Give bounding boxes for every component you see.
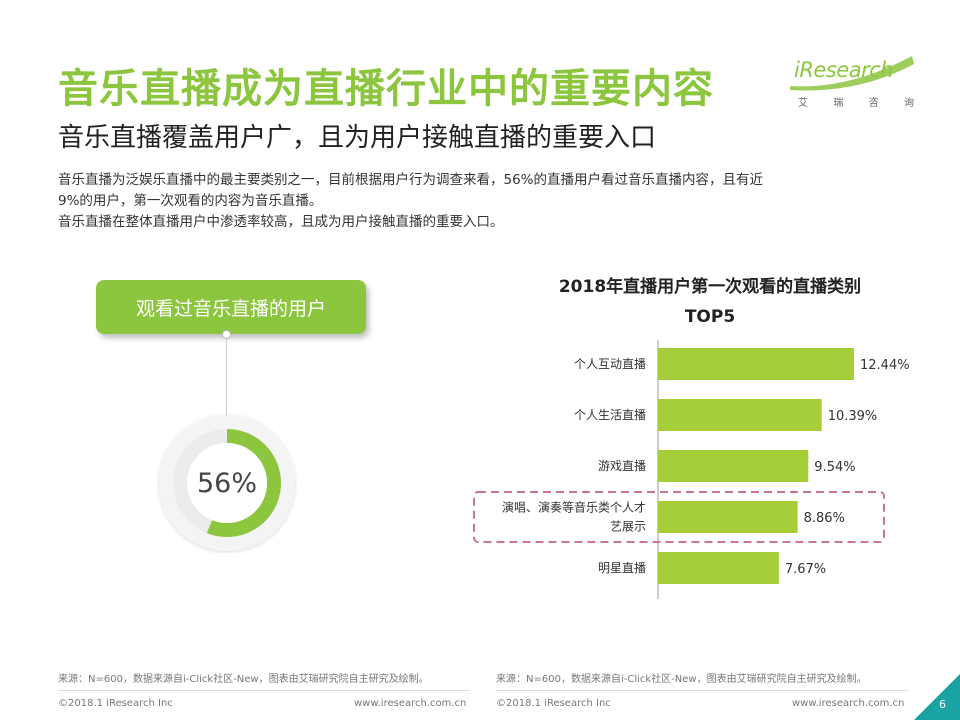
category-label: 个人互动直播 — [574, 357, 646, 371]
footer-divider — [496, 690, 908, 691]
logo-chinese: 艾 瑞 咨 询 — [798, 94, 914, 109]
chart-title: 2018年直播用户第一次观看的直播类别 TOP5 — [520, 272, 900, 332]
donut-arc — [173, 429, 281, 537]
donut-inner — [187, 443, 267, 523]
url-left: www.iresearch.com.cn — [354, 698, 467, 709]
bar-value-label: 8.86% — [804, 511, 845, 526]
footer-divider — [58, 690, 470, 691]
logo-char: 询 — [903, 98, 914, 109]
donut-percent-label: 56% — [196, 467, 257, 499]
description-line: 音乐直播在整体直播用户中渗透率较高，且成为用户接触直播的重要入口。 — [58, 214, 504, 230]
donut-chart — [159, 415, 295, 551]
percent-donut: 56% — [157, 413, 297, 553]
logo-char: 瑞 — [833, 98, 844, 109]
bar — [658, 552, 779, 584]
category-label: 艺展示 — [610, 520, 646, 534]
category-label: 演唱、演奏等音乐类个人才 — [502, 500, 646, 515]
category-label: 个人生活直播 — [574, 408, 646, 422]
description-line: 9%的用户，第一次观看的内容为音乐直播。 — [58, 193, 323, 209]
bar-value-label: 10.39% — [828, 409, 878, 424]
source-note-left: 来源：N=600，数据来源自i-Click社区-New，图表由艾瑞研究院自主研究… — [58, 674, 429, 685]
music-viewers-badge: 观看过音乐直播的用户 — [96, 280, 366, 334]
chart-title-line: TOP5 — [684, 307, 736, 327]
page-subtitle: 音乐直播覆盖用户广，且为用户接触直播的重要入口 — [58, 123, 657, 153]
connector-line — [226, 334, 227, 422]
page-number: 6 — [939, 698, 946, 711]
highlight-box — [473, 491, 885, 543]
iresearch-logo: iResearch 艾 瑞 咨 询 — [788, 50, 916, 112]
bar — [658, 399, 822, 431]
bar-value-label: 7.67% — [785, 562, 826, 577]
page-corner — [914, 674, 960, 720]
chart-title-line: 2018年直播用户第一次观看的直播类别 — [558, 277, 862, 297]
logo-swoosh-icon — [790, 56, 914, 91]
bar — [658, 450, 809, 482]
copyright-left: ©2018.1 iResearch Inc — [58, 698, 173, 709]
page-title: 音乐直播成为直播行业中的重要内容 — [58, 66, 714, 112]
bar — [658, 501, 798, 533]
description: 音乐直播为泛娱乐直播中的最主要类别之一，目前根据用户行为调查来看，56%的直播用… — [58, 170, 908, 233]
source-note-right: 来源：N=600，数据来源自i-Click社区-New，图表由艾瑞研究院自主研究… — [496, 674, 867, 685]
connector-dot — [222, 330, 231, 339]
logo-char: 艾 — [798, 98, 808, 109]
bar-value-label: 12.44% — [860, 358, 910, 373]
category-label: 明星直播 — [598, 561, 646, 575]
bar-chart: 12.44% 个人互动直播 10.39% 个人生活直播 9.54% 游戏直播 8.86% 演唱… — [473, 340, 910, 599]
bar-value-label: 9.54% — [814, 460, 855, 475]
logo-wordmark: iResearch — [794, 58, 894, 82]
bar — [658, 348, 854, 380]
category-label: 游戏直播 — [598, 459, 646, 473]
url-right: www.iresearch.com.cn — [792, 698, 905, 709]
copyright-right: ©2018.1 iResearch Inc — [496, 698, 611, 709]
description-line: 音乐直播为泛娱乐直播中的最主要类别之一，目前根据用户行为调查来看，56%的直播用… — [58, 172, 764, 188]
logo-char: 咨 — [868, 98, 879, 109]
